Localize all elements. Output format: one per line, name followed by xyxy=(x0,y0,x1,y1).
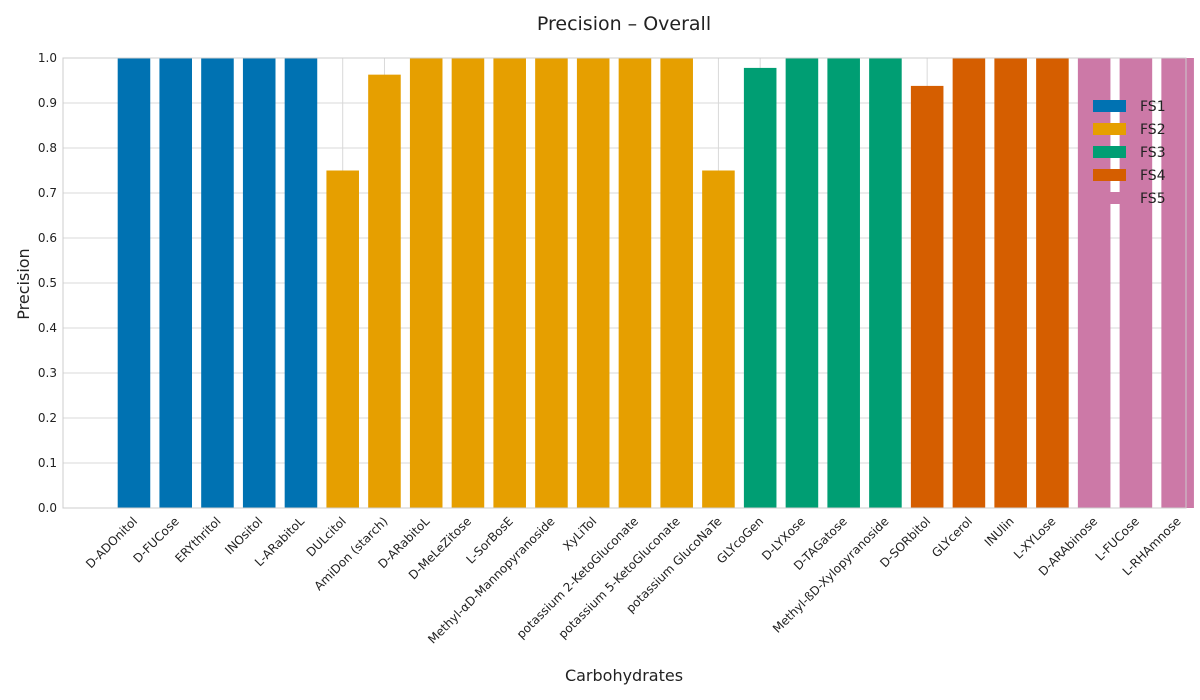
legend-swatch-fs5 xyxy=(1093,192,1126,204)
x-axis-title: Carbohydrates xyxy=(565,666,683,685)
legend: FS1 FS2 FS3 FS4 FS5 xyxy=(1093,99,1166,207)
legend-swatch-fs3 xyxy=(1093,146,1126,158)
bar-potassium-gluconate xyxy=(702,170,735,508)
bar-d-tagatose xyxy=(827,58,860,508)
bar-methyl-d-mannopyranoside xyxy=(535,58,568,508)
bar-inulin xyxy=(994,58,1027,508)
bar-amidon-starch xyxy=(368,74,401,509)
bar-l-sorbose xyxy=(493,58,526,508)
bar-d-sorbitol xyxy=(910,85,944,509)
bar-glycerol xyxy=(952,58,986,508)
y-tick-label: 0.2 xyxy=(38,411,57,425)
legend-swatch-fs1 xyxy=(1093,100,1126,112)
y-tick-label: 0.5 xyxy=(38,276,57,290)
bar-inositol xyxy=(242,58,276,508)
y-tick-label: 0.1 xyxy=(38,456,57,470)
plot-frame xyxy=(62,57,1187,509)
bar-potassium-2-ketogluconate xyxy=(618,58,652,508)
bar-d-lyxose xyxy=(785,58,819,508)
y-tick-label: 1.0 xyxy=(38,51,57,65)
legend-swatch-fs4 xyxy=(1093,169,1126,181)
y-tick-label: 0.6 xyxy=(38,231,57,245)
chart-title: Precision – Overall xyxy=(537,13,711,35)
bars xyxy=(117,58,1194,509)
bar-l-xylose xyxy=(1036,58,1069,508)
bar-d-arabitol xyxy=(409,58,443,508)
legend-label-fs5: FS5 xyxy=(1140,191,1166,207)
legend-label-fs3: FS3 xyxy=(1140,145,1166,161)
bar-xylitol xyxy=(576,58,610,508)
y-tick-label: 0.3 xyxy=(38,366,57,380)
bar-d-adonitol xyxy=(117,58,151,508)
y-tick-label: 0.0 xyxy=(38,501,57,515)
legend-label-fs4: FS4 xyxy=(1140,168,1166,184)
y-axis-title: Precision xyxy=(14,248,33,319)
y-tick-label: 0.9 xyxy=(38,96,57,110)
bar-d-melezitose xyxy=(451,58,485,508)
y-tick-label: 0.7 xyxy=(38,186,57,200)
bar-dulcitol xyxy=(326,170,359,508)
legend-swatch-fs2 xyxy=(1093,123,1126,135)
bar-methyl-d-xylopyranoside xyxy=(869,58,902,508)
legend-label-fs1: FS1 xyxy=(1140,99,1166,115)
y-tick-label: 0.4 xyxy=(38,321,57,335)
bar-l-arabitol xyxy=(284,58,318,508)
bar-potassium-5-ketogluconate xyxy=(660,58,693,508)
bar-glycogen xyxy=(743,67,777,509)
bar-l-rhamnose xyxy=(1161,58,1194,508)
bar-d-fucose xyxy=(159,58,192,508)
bar-erythritol xyxy=(201,58,234,508)
y-tick-label: 0.8 xyxy=(38,141,57,155)
legend-label-fs2: FS2 xyxy=(1140,122,1166,138)
